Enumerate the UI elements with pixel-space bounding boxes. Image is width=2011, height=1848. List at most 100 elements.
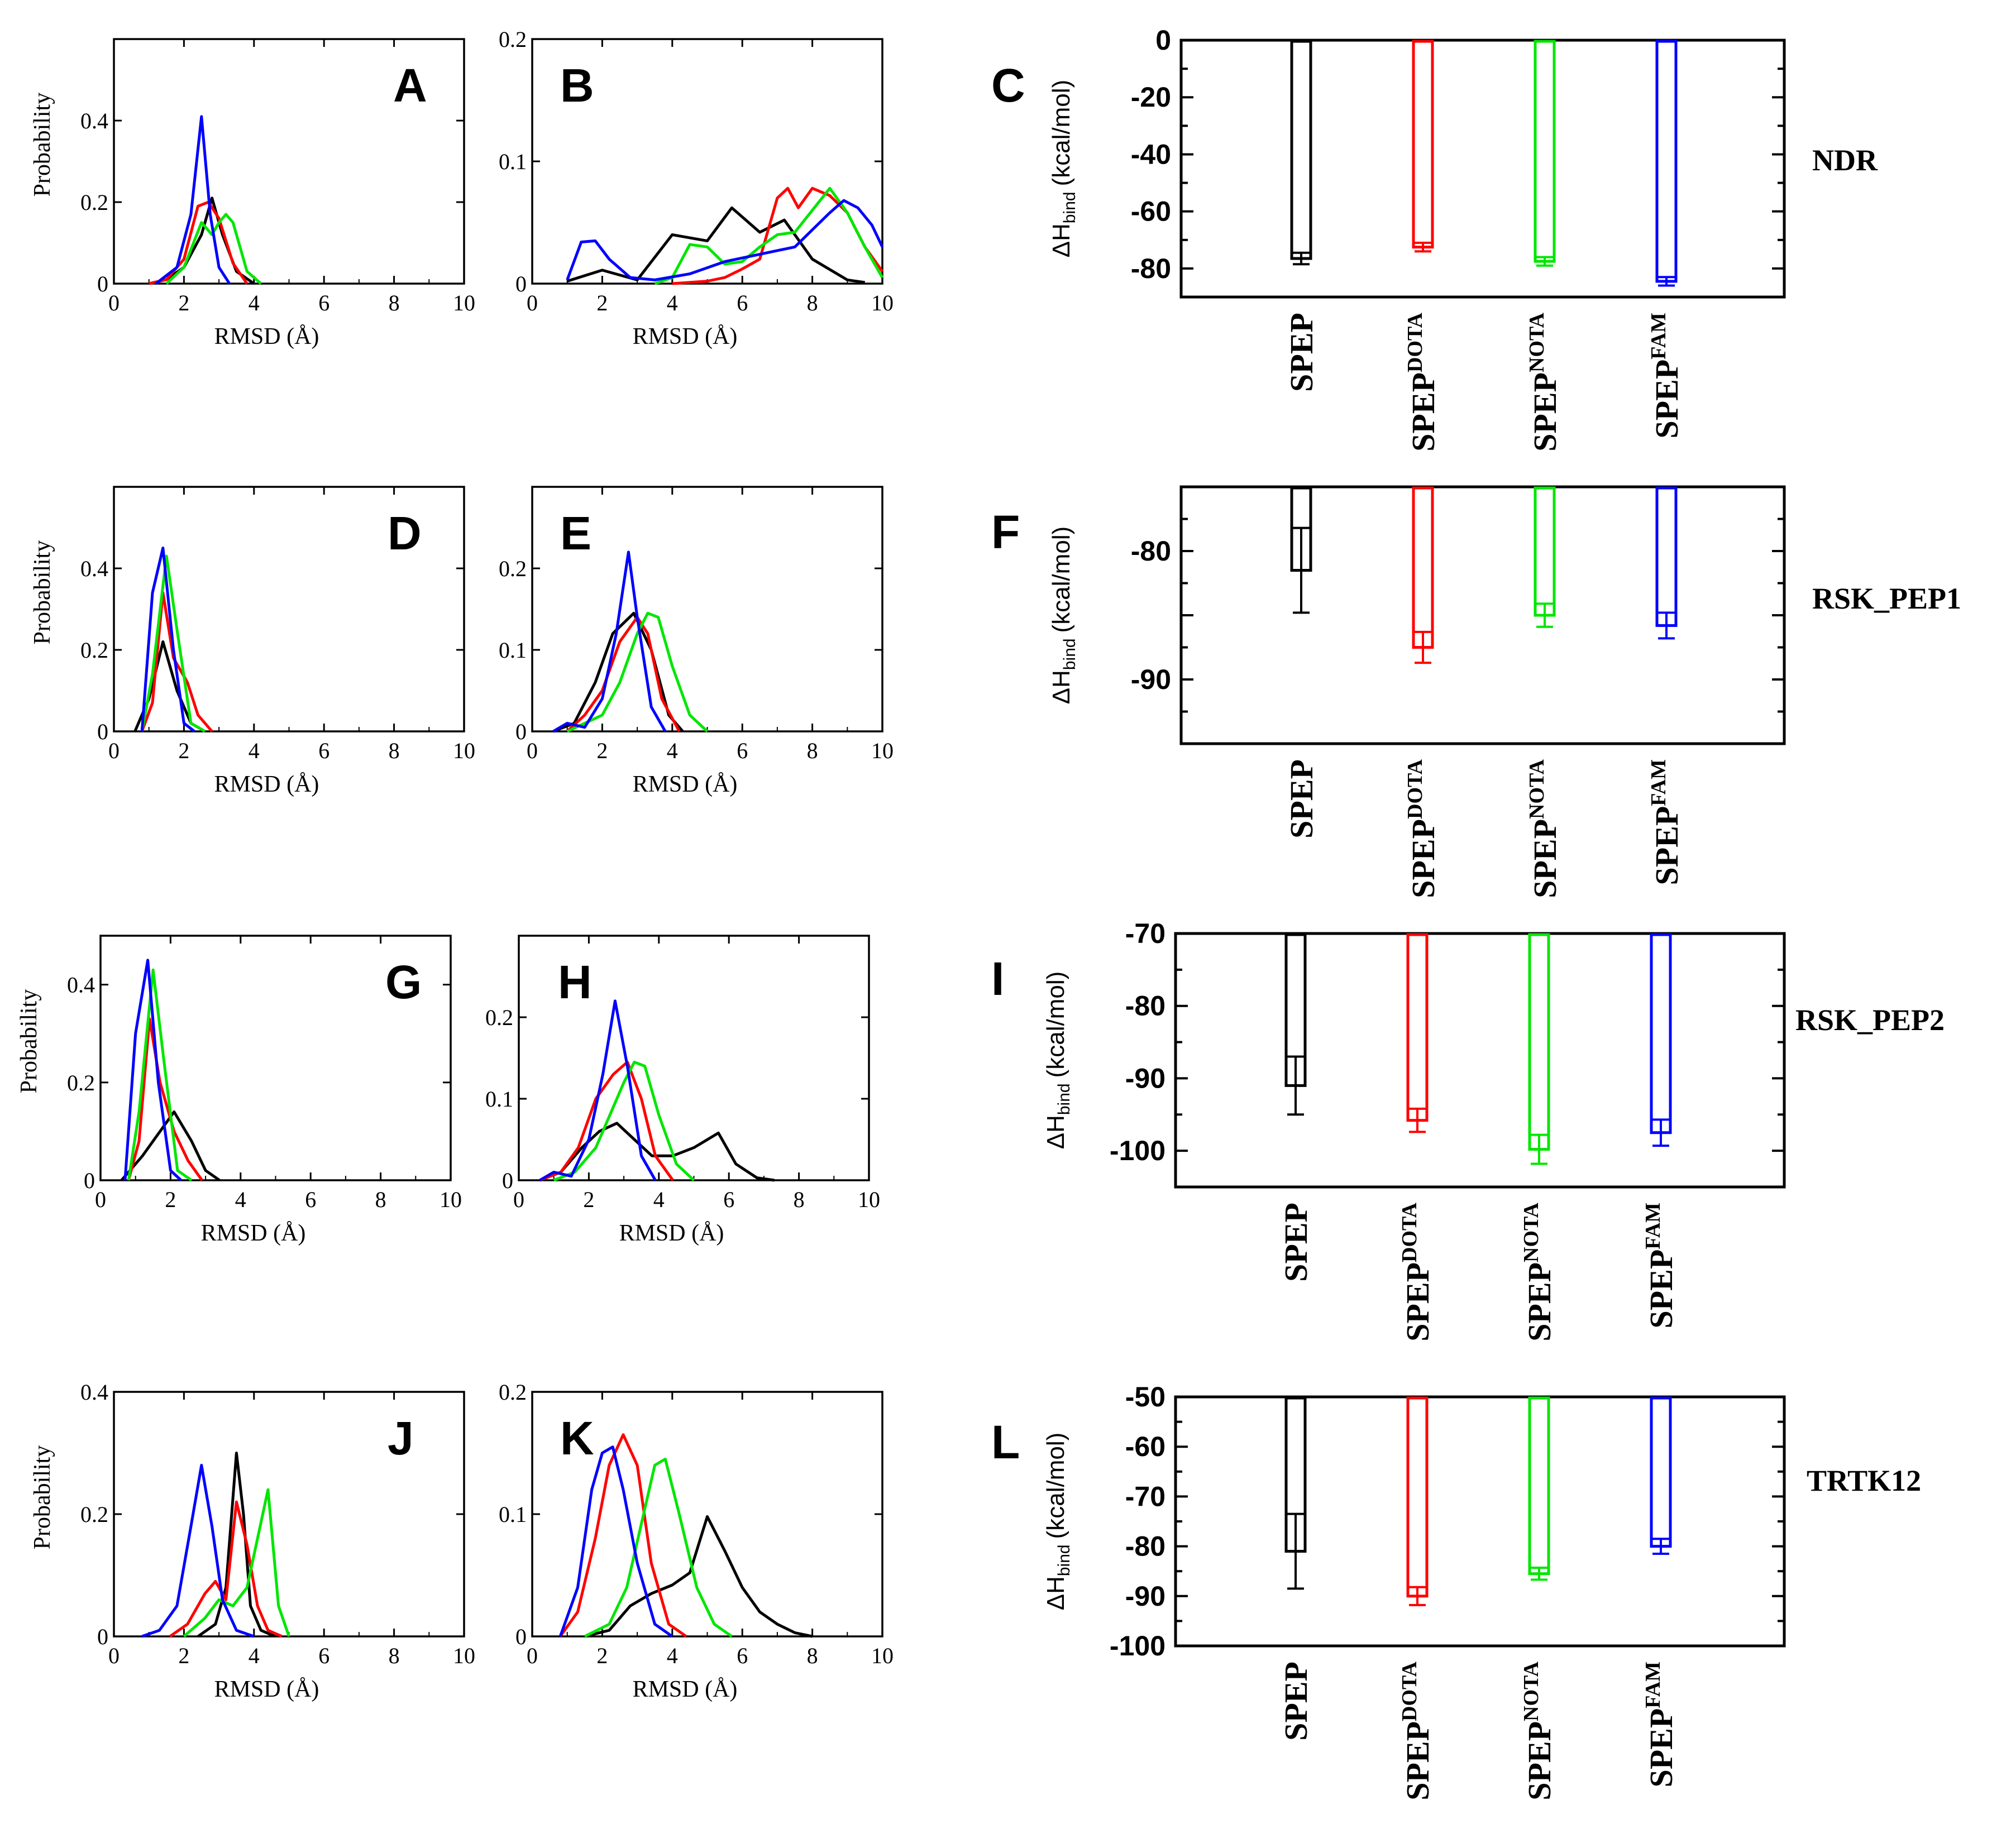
x-tick-label: 10 [871, 290, 894, 315]
y-tick-label: 0.2 [499, 27, 527, 52]
x-tick-label: 0 [527, 1643, 538, 1668]
y-axis-label: Probability [30, 93, 55, 197]
series-line-spep-dota [140, 591, 213, 733]
x-tick-label: 6 [318, 290, 329, 315]
panel-e: 0 2 4 6 8 10 0 0.1 0.2 RMSD (Å) E [499, 486, 894, 797]
category-label: SPEP [1278, 1203, 1314, 1282]
x-tick-label: 10 [858, 1187, 880, 1212]
series-line-spep-nota [553, 1060, 695, 1182]
category-label: SPEPFAM [1647, 313, 1685, 439]
category-label-sup: NOTA [1520, 1202, 1543, 1262]
x-tick-label: 0 [513, 1187, 524, 1212]
y-tick-label: -80 [1131, 535, 1171, 567]
y-tick-label: 0 [84, 1168, 95, 1193]
y-tick-label: 0 [97, 719, 108, 744]
series-line-spep-dota [559, 1433, 687, 1638]
category-label-base: SPEP [1521, 1262, 1558, 1342]
y-tick-label: -70 [1125, 1481, 1165, 1512]
series-line-spep-dota [169, 1500, 283, 1638]
panel-letter: A [393, 59, 427, 112]
y-tick-label: 0.4 [67, 973, 95, 998]
y-axis-label-sub: bind [1061, 638, 1079, 670]
bar [1534, 486, 1556, 617]
panel-letter: E [560, 507, 591, 559]
x-tick-label: 6 [318, 1643, 329, 1668]
x-tick-label: 6 [737, 1643, 748, 1668]
plot-frame [1179, 39, 1786, 299]
series-line-spep-dota [566, 616, 681, 733]
panel-letter: C [991, 59, 1025, 112]
series-line-spep-fam [558, 1445, 673, 1638]
category-label-sup: DOTA [1403, 759, 1427, 819]
category-label: SPEPNOTA [1525, 312, 1563, 451]
category-label-base: SPEP [1527, 372, 1563, 452]
y-tick-label: 0.1 [499, 638, 527, 663]
panel-letter: B [560, 59, 594, 112]
series-line-spep-nota [183, 1488, 290, 1638]
x-tick-label: 10 [453, 1643, 475, 1668]
category-label-base: SPEP [1649, 806, 1685, 885]
y-axis-label: ΔHbind (kcal/mol) [1042, 971, 1073, 1150]
bar [1650, 1396, 1672, 1548]
category-label-sup: DOTA [1403, 312, 1427, 372]
x-tick-label: 0 [527, 290, 538, 315]
x-tick-label: 4 [249, 290, 260, 315]
x-tick-label: 10 [453, 738, 475, 763]
bar [1412, 40, 1434, 249]
x-tick-label: 8 [375, 1187, 386, 1212]
x-axis-label: RMSD (Å) [201, 1220, 306, 1246]
category-label-sup: FAM [1641, 1203, 1665, 1249]
y-tick-label: -60 [1125, 1431, 1165, 1462]
panel-d: 0 2 4 6 8 10 0 0.2 0.4 RMSD (Å) Probability D [30, 486, 475, 797]
series-line-spep-fam [141, 1463, 255, 1638]
y-tick-label: 0.4 [80, 1380, 108, 1405]
y-axis-label: ΔHbind (kcal/mol) [1042, 1433, 1073, 1611]
panel-letter: J [388, 1412, 414, 1464]
y-tick-label: 0 [502, 1168, 513, 1193]
y-tick-label: -20 [1131, 82, 1171, 113]
y-axis-label: ΔHbind (kcal/mol) [1048, 80, 1079, 258]
y-tick-label: 0.4 [80, 108, 108, 133]
x-tick-label: 8 [807, 738, 818, 763]
series-line-spep-nota [654, 186, 884, 285]
x-tick-label: 10 [871, 1643, 894, 1668]
panel-h: 0 2 4 6 8 10 0 0.1 0.2 RMSD (Å) H [485, 935, 880, 1246]
category-label-base: SPEP [1649, 360, 1685, 439]
category-label-base: SPEP [1405, 372, 1441, 452]
y-axis-label-unit: (kcal/mol) [1048, 526, 1075, 633]
series-line-spep-dota [539, 1060, 674, 1182]
y-axis-label-main: ΔH [1048, 670, 1075, 704]
category-label-base: SPEP [1643, 1708, 1679, 1788]
category-label: SPEPDOTA [1403, 312, 1441, 451]
panel-g: 0 2 4 6 8 10 0 0.2 0.4 RMSD (Å) Probability G [16, 935, 462, 1246]
panel-j: 0 2 4 6 8 10 0 0.2 0.4 RMSD (Å) Probability J [30, 1380, 475, 1702]
series-line-spep-dota [127, 1017, 203, 1181]
bar [1412, 486, 1434, 649]
panel-letter: L [991, 1416, 1020, 1468]
panel-a: 0 2 4 6 8 10 0 0.2 0.4 RMSD (Å) Probability A [30, 38, 475, 350]
y-tick-label: 0.2 [80, 638, 108, 663]
plot-frame [1179, 485, 1786, 745]
series-line-spep [120, 1110, 221, 1182]
category-label-sup: NOTA [1525, 312, 1549, 372]
x-tick-label: 6 [723, 1187, 734, 1212]
category-label-sup: FAM [1647, 759, 1670, 806]
x-tick-label: 8 [807, 290, 818, 315]
category-label-sup: DOTA [1398, 1661, 1421, 1721]
y-tick-label: 0.1 [485, 1086, 513, 1112]
x-tick-label: 10 [871, 738, 894, 763]
category-label: SPEPFAM [1641, 1662, 1679, 1788]
category-label-base: SPEP [1399, 1721, 1436, 1801]
y-axis-label-sub: bind [1055, 1083, 1073, 1115]
series-line-spep-fam [552, 550, 667, 733]
y-tick-label: 0.2 [80, 1502, 108, 1527]
series-line-spep-nota [127, 968, 193, 1182]
series-line-spep-dota [149, 200, 249, 285]
x-tick-label: 4 [667, 738, 678, 763]
bar [1290, 40, 1312, 260]
y-tick-label: 0.1 [499, 1502, 527, 1527]
y-tick-label: 0 [515, 719, 527, 744]
x-tick-label: 2 [165, 1187, 176, 1212]
x-tick-label: 2 [178, 738, 189, 763]
